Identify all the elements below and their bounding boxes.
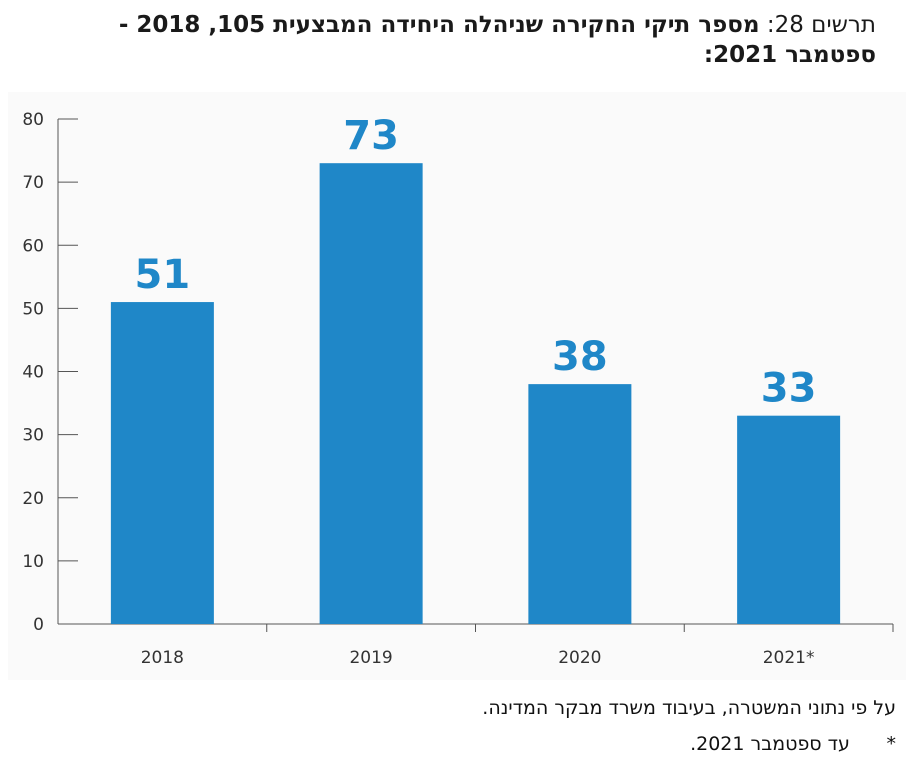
x-tick-label: 2021* <box>763 648 815 668</box>
data-label: 51 <box>135 252 191 298</box>
figure-title-text: מספר תיקי החקירה שניהלה היחידה המבצעית 1… <box>118 12 876 68</box>
bar <box>110 302 214 624</box>
y-tick-label: 70 <box>22 173 44 193</box>
chart-title: תרשים 28: מספר תיקי החקירה שניהלה היחידה… <box>20 10 876 70</box>
chart-area: 0 10 20 30 40 50 60 70 80 51 2018 73 2019 38 2020 33 202… <box>8 92 906 680</box>
y-tick-label: 50 <box>22 299 44 319</box>
footnote-marker: * <box>886 733 897 755</box>
y-tick-label: 60 <box>22 236 44 256</box>
data-label: 38 <box>552 334 608 380</box>
y-tick-label: 30 <box>22 426 44 446</box>
y-tick-label: 80 <box>22 110 44 130</box>
data-label: 33 <box>761 366 817 412</box>
y-tick-label: 0 <box>33 615 44 635</box>
figure-number: תרשים 28: <box>766 12 876 38</box>
x-tick-label: 2020 <box>558 648 601 668</box>
source-note: על פי נתוני המשטרה, בעיבוד משרד מבקר המד… <box>482 697 896 719</box>
bar <box>737 415 841 624</box>
footnote-text: עד ספטמבר 2021. <box>690 733 850 755</box>
footnote: * עד ספטמבר 2021. <box>20 733 896 755</box>
y-tick-label: 10 <box>22 552 44 572</box>
bar <box>528 384 632 624</box>
bar <box>319 163 423 624</box>
y-tick-label: 40 <box>22 363 44 383</box>
data-label: 73 <box>343 113 399 159</box>
x-tick-label: 2018 <box>141 648 184 668</box>
bar-chart: 0 10 20 30 40 50 60 70 80 51 2018 73 2019 38 2020 33 202… <box>22 110 894 668</box>
y-tick-label: 20 <box>22 489 44 509</box>
x-tick-label: 2019 <box>349 648 392 668</box>
